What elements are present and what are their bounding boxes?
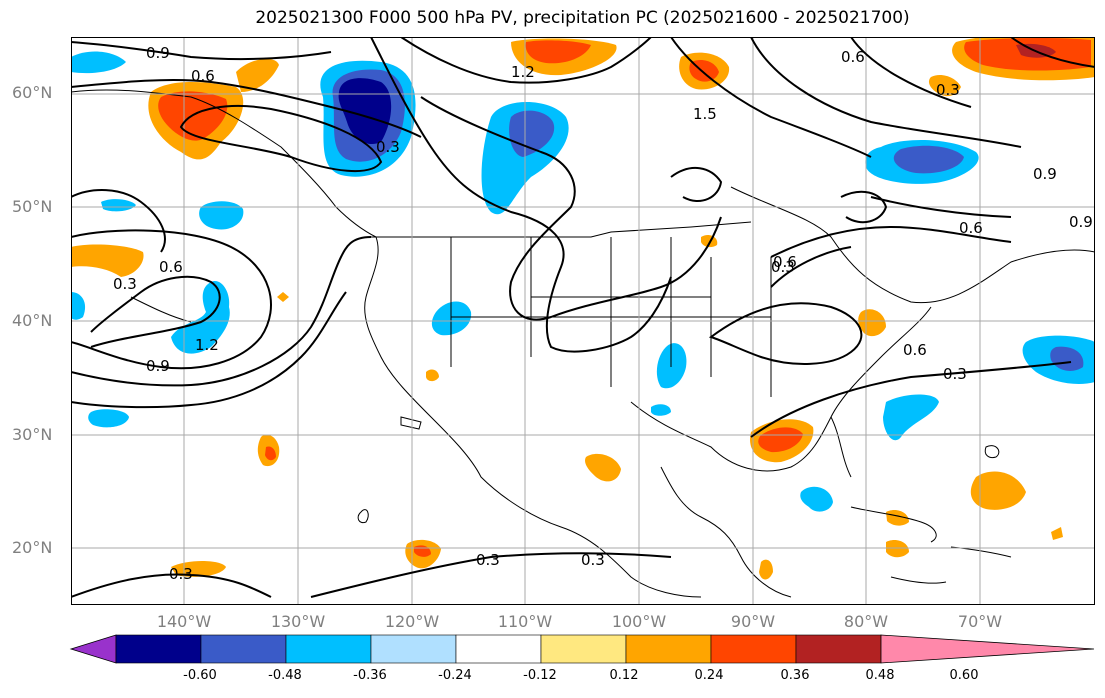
contour-label: 1.5 (693, 105, 717, 123)
colorbar-segment (200, 634, 287, 664)
contour-label: 0.9 (146, 44, 170, 62)
colorbar-segment (370, 634, 457, 664)
lon-label: 120°W (384, 612, 440, 631)
gridlines (71, 37, 1095, 605)
contour-label: 0.6 (773, 253, 797, 271)
lon-label: 140°W (156, 612, 212, 631)
contour-label: 0.3 (771, 258, 795, 276)
colorbar-tick-label: 0.48 (865, 668, 895, 683)
contour-label: 0.3 (581, 551, 605, 569)
colorbar-arrow-low (69, 634, 117, 664)
colorbar-tick-label: -0.12 (523, 668, 557, 683)
contour-label: 0.9 (146, 357, 170, 375)
contour-label: 0.3 (376, 138, 400, 156)
contour-label: 0.9 (1069, 213, 1093, 231)
contour-label: 0.6 (959, 219, 983, 237)
colorbar-segment (540, 634, 627, 664)
contour-label: 0.6 (159, 258, 183, 276)
colorbar-segment (115, 634, 202, 664)
colorbar-tick-label: -0.60 (183, 668, 217, 683)
contour-label: 0.9 (1033, 165, 1057, 183)
colorbar-segment (795, 634, 882, 664)
map-title: 2025021300 F000 500 hPa PV, precipitatio… (255, 8, 910, 28)
contour-label: 1.2 (511, 63, 535, 81)
contour-label: 0.3 (936, 81, 960, 99)
contour-label: 0.3 (943, 365, 967, 383)
pv-contours (71, 37, 1095, 598)
colorbar-segment (625, 634, 712, 664)
contour-label: 0.6 (841, 48, 865, 66)
contour-label: 1.2 (195, 336, 219, 354)
colorbar-tick-label: 0.24 (694, 668, 724, 683)
lon-label: 70°W (957, 612, 1003, 631)
colorbar-arrow-high (880, 634, 1095, 664)
colorbar-tick-label: -0.36 (353, 668, 387, 683)
lon-label: 80°W (843, 612, 889, 631)
contour-label: 0.3 (113, 275, 137, 293)
lat-label: 20°N (12, 538, 53, 557)
colorbar-tick-label: 0.36 (780, 668, 810, 683)
colorbar-tick-label: -0.48 (268, 668, 302, 683)
coastlines (71, 89, 1095, 598)
lat-label: 30°N (12, 425, 53, 444)
contour-label: 0.6 (903, 341, 927, 359)
lat-label: 50°N (12, 197, 53, 216)
map-panel: 0.9 0.6 1.2 1.5 0.6 0.3 0.3 0.9 0.9 0.6 … (71, 37, 1095, 605)
contour-labels: 0.9 0.6 1.2 1.5 0.6 0.3 0.3 0.9 0.9 0.6 … (113, 44, 1093, 583)
contour-label: 0.3 (476, 551, 500, 569)
colorbar-tick-label: 0.60 (949, 668, 979, 683)
colorbar-segment (455, 634, 542, 664)
contour-label: 0.3 (169, 565, 193, 583)
contour-label: 0.6 (191, 67, 215, 85)
lon-label: 110°W (497, 612, 553, 631)
colorbar-segment (285, 634, 372, 664)
lon-label: 130°W (270, 612, 326, 631)
lat-label: 60°N (12, 83, 53, 102)
colorbar (69, 634, 1095, 664)
lon-label: 90°W (730, 612, 776, 631)
colorbar-segment (710, 634, 797, 664)
precipitation-shading (71, 37, 1095, 580)
colorbar-segments (69, 634, 1095, 664)
lon-label: 100°W (611, 612, 667, 631)
colorbar-tick-label: 0.12 (609, 668, 639, 683)
lat-label: 40°N (12, 311, 53, 330)
colorbar-tick-label: -0.24 (438, 668, 472, 683)
